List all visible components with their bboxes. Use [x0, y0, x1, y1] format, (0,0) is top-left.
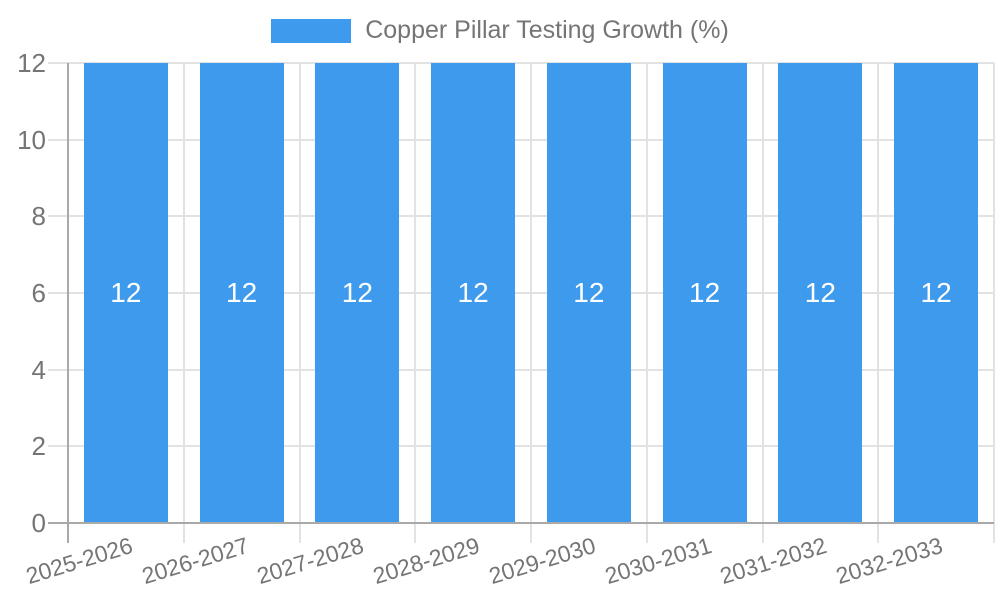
- legend-item[interactable]: Copper Pillar Testing Growth (%): [271, 16, 729, 45]
- bar-2026-2027[interactable]: 12: [199, 63, 284, 523]
- bar-value-label: 12: [457, 277, 489, 308]
- y-axis-tick-label: 2: [31, 431, 46, 462]
- y-axis-line: [67, 63, 69, 543]
- bar-value-label: 12: [110, 277, 142, 308]
- x-axis-tick-label: 2026-2027: [138, 532, 252, 590]
- x-gridline: [993, 63, 995, 543]
- y-gridline: [48, 215, 994, 218]
- x-axis-tick-label: 2031-2032: [717, 532, 830, 590]
- x-gridline: [645, 63, 648, 543]
- x-axis-tick-label: 2025-2026: [22, 532, 136, 590]
- legend-label: Copper Pillar Testing Growth (%): [365, 16, 729, 44]
- x-axis-line: [48, 522, 994, 524]
- legend-swatch: [271, 18, 352, 43]
- y-axis-tick-label: 12: [17, 48, 46, 78]
- bar-value-label: 12: [573, 277, 605, 308]
- x-axis-tick-label: 2029-2030: [485, 532, 599, 590]
- bar-2032-2033[interactable]: 12: [894, 63, 979, 523]
- x-gridline: [182, 63, 185, 543]
- y-gridline: [48, 368, 994, 371]
- x-axis-tick-label: 2032-2033: [832, 532, 946, 590]
- bar-2029-2030[interactable]: 12: [546, 63, 631, 523]
- y-gridline: [48, 445, 994, 448]
- x-gridline: [761, 63, 764, 543]
- y-axis-tick-label: 10: [17, 124, 46, 155]
- bar-value-label: 12: [226, 277, 258, 308]
- y-gridline: [48, 292, 994, 294]
- bar-value-label: 12: [689, 277, 721, 308]
- bar-value-label: 12: [341, 277, 373, 308]
- bar-value-label: 12: [920, 277, 952, 308]
- legend: Copper Pillar Testing Growth (%): [0, 16, 1000, 45]
- x-axis-tick-label: 2028-2029: [369, 532, 483, 590]
- x-gridline: [530, 63, 532, 543]
- bar-2025-2026[interactable]: 12: [83, 63, 168, 523]
- x-axis-tick-label: 2027-2028: [254, 532, 367, 590]
- bar-2028-2029[interactable]: 12: [431, 63, 516, 523]
- y-axis-tick-label: 6: [31, 278, 46, 308]
- y-gridline: [48, 62, 994, 64]
- y-axis-tick-label: 0: [31, 508, 46, 538]
- bar-value-label: 12: [804, 277, 836, 308]
- bar-2027-2028[interactable]: 12: [315, 63, 400, 523]
- y-axis-tick-label: 8: [31, 201, 46, 232]
- x-gridline: [414, 63, 417, 543]
- bar-2030-2031[interactable]: 12: [662, 63, 747, 523]
- y-axis-tick-label: 4: [31, 354, 46, 385]
- x-gridline: [298, 63, 301, 543]
- y-gridline: [48, 138, 994, 141]
- x-gridline: [877, 63, 880, 543]
- x-axis-tick-label: 2030-2031: [601, 532, 715, 590]
- bar-2031-2032[interactable]: 12: [778, 63, 863, 523]
